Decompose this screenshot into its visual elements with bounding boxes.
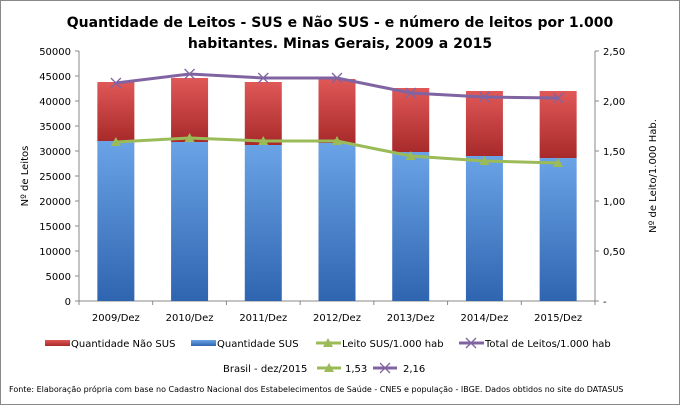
source-note: Fonte: Elaboração própria com base no Ca…: [9, 384, 623, 394]
point-total: [257, 72, 269, 84]
y2-tick-label: 1,00: [603, 197, 625, 208]
bar-sus: [318, 143, 356, 301]
legend-swatch: [45, 340, 70, 346]
bar-sus: [392, 152, 430, 301]
point-total: [331, 72, 343, 84]
legend-label: Leito SUS/1.000 hab: [342, 339, 444, 350]
y-tick-label: 5000: [46, 272, 71, 283]
point-sus: [110, 137, 121, 146]
y-tick-label: 10000: [39, 247, 71, 258]
bar-sus: [97, 141, 135, 301]
legend-marker: [465, 337, 477, 349]
x-tick-label: 2015/Dez: [534, 313, 582, 324]
bar-sus: [171, 142, 209, 301]
bar-nao-sus: [539, 91, 577, 158]
point-sus: [332, 136, 342, 145]
bar-nao-sus: [465, 91, 503, 156]
x-tick-label: 2012/Dez: [313, 313, 361, 324]
bar-sus: [539, 158, 577, 301]
y-tick-label: 20000: [39, 197, 71, 208]
chart-title-line2: habitantes. Minas Gerais, 2009 a 2015: [188, 36, 492, 52]
y2-tick-label: 0,50: [603, 247, 625, 258]
bar-nao-sus: [392, 88, 430, 152]
x-tick-label: 2010/Dez: [166, 313, 214, 324]
y2-tick-label: 2,50: [603, 47, 625, 58]
brasil-total-marker: [379, 362, 391, 374]
point-sus: [479, 156, 490, 165]
y2-axis-label: Nº de Leito/1.000 Hab.: [648, 119, 659, 233]
y-tick-label: 0: [65, 297, 71, 308]
point-total: [405, 87, 417, 99]
chart-title-line1: Quantidade de Leitos - SUS e Não SUS - e…: [67, 15, 614, 31]
legend-marker: [323, 338, 333, 347]
bar-nao-sus: [97, 82, 135, 141]
y2-tick-label: 2,00: [603, 97, 625, 108]
y-tick-label: 35000: [39, 122, 71, 133]
point-sus: [184, 133, 195, 142]
bar-sus: [465, 156, 503, 301]
brasil-total-value: 2,16: [403, 364, 425, 375]
y-tick-label: 40000: [39, 97, 71, 108]
y-tick-label: 25000: [39, 172, 71, 183]
point-total: [184, 68, 196, 80]
legend-label: Quantidade SUS: [217, 339, 299, 350]
y-tick-label: 45000: [39, 72, 71, 83]
bar-sus: [244, 145, 282, 301]
legend-label: Quantidade Não SUS: [71, 339, 175, 350]
y2-tick-label: 1,50: [603, 147, 625, 158]
point-sus: [258, 136, 269, 145]
y2-tick-label: -: [603, 297, 607, 308]
y-tick-label: 50000: [39, 47, 71, 58]
point-total: [110, 77, 122, 89]
bar-nao-sus: [171, 78, 209, 142]
x-tick-label: 2011/Dez: [239, 313, 287, 324]
bar-nao-sus: [244, 82, 282, 145]
point-sus: [405, 151, 416, 160]
brasil-sus-marker: [324, 363, 334, 372]
x-tick-label: 2013/Dez: [387, 313, 435, 324]
brasil-label: Brasil - dez/2015: [223, 364, 307, 375]
point-total: [552, 92, 564, 104]
point-sus: [553, 158, 564, 167]
x-tick-label: 2009/Dez: [92, 313, 140, 324]
legend-swatch: [191, 340, 216, 346]
x-tick-label: 2014/Dez: [460, 313, 508, 324]
legend-label: Total de Leitos/1.000 hab: [484, 339, 611, 350]
point-total: [478, 91, 490, 103]
y-tick-label: 15000: [39, 222, 71, 233]
y-tick-label: 30000: [39, 147, 71, 158]
brasil-sus-value: 1,53: [345, 364, 367, 375]
y-axis-label: Nº de Leitos: [20, 146, 31, 207]
bar-nao-sus: [318, 79, 356, 143]
